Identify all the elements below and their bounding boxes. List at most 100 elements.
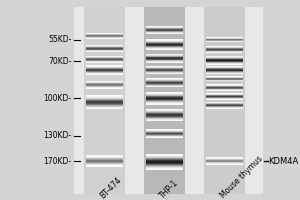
- Bar: [146, 167, 183, 168]
- Bar: [146, 61, 183, 62]
- Bar: [146, 165, 183, 166]
- Bar: [206, 52, 243, 53]
- Bar: [85, 45, 123, 46]
- Bar: [146, 48, 183, 49]
- Bar: [146, 116, 183, 117]
- Bar: [146, 117, 183, 118]
- Bar: [206, 98, 243, 99]
- Bar: [146, 29, 183, 30]
- Bar: [85, 85, 123, 86]
- Bar: [85, 86, 123, 87]
- Bar: [146, 79, 183, 80]
- Bar: [206, 66, 243, 67]
- Bar: [146, 26, 183, 27]
- Bar: [85, 36, 123, 37]
- Bar: [85, 99, 123, 100]
- Bar: [85, 38, 123, 39]
- Bar: [85, 59, 123, 60]
- Bar: [85, 81, 123, 82]
- Bar: [85, 82, 123, 83]
- Bar: [146, 160, 183, 161]
- Bar: [85, 34, 123, 35]
- Bar: [146, 169, 183, 170]
- Bar: [146, 96, 183, 97]
- Bar: [85, 58, 123, 59]
- Bar: [146, 73, 183, 74]
- Bar: [206, 80, 243, 81]
- Bar: [85, 87, 123, 88]
- Bar: [85, 51, 123, 52]
- Bar: [146, 110, 183, 111]
- Bar: [146, 163, 183, 164]
- Bar: [206, 105, 243, 106]
- Bar: [206, 66, 243, 67]
- Bar: [206, 161, 243, 162]
- Bar: [85, 164, 123, 165]
- Bar: [146, 43, 183, 44]
- Bar: [85, 49, 123, 50]
- Bar: [85, 98, 123, 99]
- Bar: [85, 107, 123, 108]
- Bar: [206, 58, 243, 59]
- Bar: [85, 100, 123, 101]
- Bar: [146, 55, 183, 56]
- Bar: [206, 80, 243, 81]
- Bar: [206, 163, 243, 164]
- Bar: [146, 85, 183, 86]
- Bar: [206, 67, 243, 68]
- Bar: [146, 84, 183, 85]
- Bar: [206, 58, 243, 59]
- Bar: [146, 132, 183, 133]
- Bar: [146, 168, 183, 169]
- Bar: [146, 27, 183, 28]
- Bar: [206, 63, 243, 64]
- Bar: [146, 56, 183, 57]
- Bar: [85, 69, 123, 70]
- Bar: [85, 88, 123, 89]
- Bar: [146, 162, 183, 163]
- Text: 55KD-: 55KD-: [48, 35, 72, 44]
- Bar: [206, 84, 243, 85]
- Bar: [146, 115, 183, 116]
- Bar: [146, 27, 183, 28]
- Bar: [146, 104, 183, 105]
- Bar: [206, 64, 243, 65]
- Bar: [206, 59, 243, 60]
- Bar: [206, 64, 243, 65]
- Bar: [146, 109, 183, 110]
- Bar: [146, 43, 183, 44]
- Bar: [206, 103, 243, 104]
- Bar: [85, 161, 123, 162]
- Bar: [85, 33, 123, 34]
- Bar: [146, 78, 183, 79]
- Bar: [206, 61, 243, 62]
- Bar: [206, 78, 243, 79]
- Bar: [146, 86, 183, 87]
- Bar: [146, 28, 183, 29]
- Bar: [85, 48, 123, 49]
- Bar: [85, 71, 123, 72]
- Bar: [146, 46, 183, 47]
- Bar: [206, 39, 243, 40]
- Bar: [206, 96, 243, 97]
- Bar: [146, 131, 183, 132]
- Bar: [206, 67, 243, 68]
- Bar: [146, 84, 183, 85]
- Bar: [206, 73, 243, 74]
- Bar: [146, 114, 183, 115]
- Bar: [206, 162, 243, 163]
- Bar: [146, 112, 183, 113]
- Bar: [206, 76, 243, 77]
- Bar: [146, 81, 183, 82]
- Bar: [146, 69, 183, 70]
- Bar: [146, 72, 183, 73]
- Bar: [146, 163, 183, 164]
- Bar: [85, 35, 123, 36]
- Bar: [146, 40, 183, 41]
- Bar: [206, 93, 243, 94]
- Bar: [85, 166, 123, 167]
- Bar: [85, 72, 123, 73]
- Bar: [146, 118, 183, 119]
- Bar: [146, 166, 183, 167]
- Bar: [206, 89, 243, 90]
